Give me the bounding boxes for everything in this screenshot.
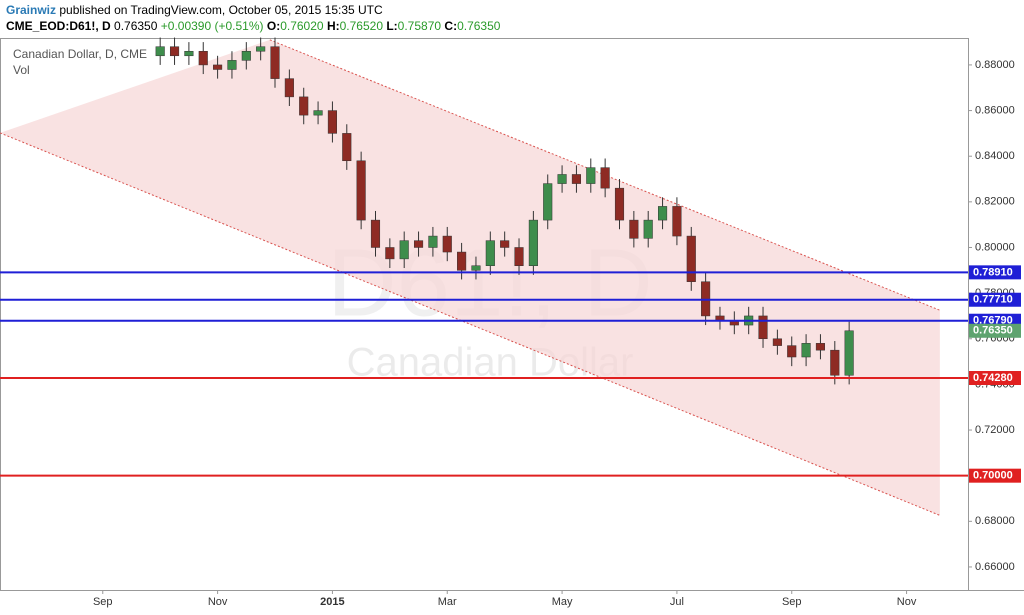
- o-label: O:: [266, 19, 281, 33]
- candle-body: [758, 315, 768, 340]
- h-label: H:: [326, 19, 340, 33]
- price-tag-label: 0.77710: [973, 294, 1013, 306]
- y-tick-label: 0.66000: [975, 561, 1015, 573]
- candle-body: [241, 50, 251, 61]
- candle-body: [643, 219, 653, 239]
- y-tick-label: 0.80000: [975, 241, 1015, 253]
- author: Grainwiz: [6, 3, 57, 17]
- candle-body: [801, 343, 811, 358]
- candle-body: [370, 219, 381, 248]
- x-tick-label: Jul: [670, 596, 684, 608]
- channel-line: [0, 132, 941, 516]
- price-tag-label: 0.76350: [973, 325, 1013, 337]
- high: 0.76520: [339, 19, 383, 33]
- candle-body: [198, 50, 208, 66]
- volume-label: Vol: [13, 63, 30, 77]
- price-tag: [969, 323, 1021, 338]
- candle-body: [543, 183, 553, 221]
- candle-body: [385, 247, 395, 260]
- published: published on TradingView.com, October 05…: [59, 3, 383, 17]
- candle-body: [672, 206, 682, 237]
- change: +0.00390 (+0.51%): [160, 19, 264, 33]
- candle-body: [342, 133, 352, 162]
- candle-body: [155, 46, 165, 57]
- quote-line: CME_EOD:D61!, D 0.76350 +0.00390 (+0.51%…: [6, 19, 500, 33]
- candle-body: [586, 167, 596, 184]
- price-tag: [969, 292, 1021, 307]
- x-tick-label: 2015: [320, 596, 344, 608]
- candle-body: [528, 219, 538, 266]
- price-tag: [969, 265, 1021, 280]
- x-tick-label: Sep: [782, 596, 802, 608]
- price-tag: [969, 468, 1021, 483]
- x-tick-label: Nov: [208, 596, 228, 608]
- legend: Canadian Dollar, D, CME: [13, 47, 147, 61]
- candle-body: [270, 46, 280, 79]
- candle-body: [600, 167, 610, 189]
- candle-body: [787, 345, 797, 358]
- channel-fill: [0, 39, 940, 516]
- candle-body: [256, 46, 266, 52]
- candle-body: [471, 265, 481, 271]
- candle-body: [614, 187, 625, 221]
- header-line: Grainwiz published on TradingView.com, O…: [6, 3, 383, 17]
- candle-body: [284, 78, 294, 98]
- candle-body: [629, 219, 639, 239]
- candle-body: [557, 174, 567, 184]
- candle-body: [658, 206, 668, 221]
- candle-body: [213, 64, 223, 70]
- candle-body: [514, 247, 524, 266]
- price-tag-label: 0.76790: [973, 315, 1013, 327]
- y-tick-label: 0.84000: [975, 150, 1015, 162]
- candle-body: [442, 235, 452, 253]
- y-tick-label: 0.86000: [975, 104, 1015, 116]
- l-label: L:: [386, 19, 398, 33]
- y-tick-label: 0.88000: [975, 59, 1015, 71]
- candle-body: [844, 330, 854, 376]
- x-tick-label: May: [552, 596, 573, 608]
- candle-body: [299, 96, 309, 116]
- candle-body: [227, 60, 237, 70]
- x-tick-label: Mar: [438, 596, 457, 608]
- price-tag: [969, 371, 1021, 386]
- candle-body: [313, 110, 323, 116]
- price-tag-label: 0.78910: [973, 266, 1013, 278]
- candle-body: [830, 349, 840, 376]
- candle-body: [485, 240, 495, 266]
- y-tick-label: 0.72000: [975, 424, 1015, 436]
- candle-body: [356, 160, 366, 221]
- price-tag-label: 0.74280: [973, 372, 1013, 384]
- candle-body: [815, 343, 826, 351]
- y-tick-label: 0.68000: [975, 515, 1015, 527]
- c-label: C:: [444, 19, 458, 33]
- x-tick-label: Nov: [897, 596, 917, 608]
- y-tick-label: 0.82000: [975, 196, 1015, 208]
- symbol: CME_EOD:D61!, D: [6, 19, 111, 33]
- last: 0.76350: [114, 19, 158, 33]
- close: 0.76350: [457, 19, 501, 33]
- x-tick-label: Sep: [93, 596, 113, 608]
- candle-body: [500, 240, 510, 248]
- candle-body: [327, 110, 337, 134]
- open: 0.76020: [280, 19, 324, 33]
- candle-body: [571, 174, 581, 184]
- candle-body: [169, 46, 180, 57]
- candle-body: [772, 338, 782, 346]
- candle-body: [413, 240, 424, 248]
- candle-body: [686, 235, 696, 282]
- price-tag-label: 0.70000: [973, 470, 1013, 482]
- low: 0.75870: [397, 19, 442, 33]
- candle-body: [399, 240, 409, 260]
- candle-body: [184, 50, 194, 57]
- candle-body: [428, 235, 438, 248]
- candle-body: [457, 251, 467, 271]
